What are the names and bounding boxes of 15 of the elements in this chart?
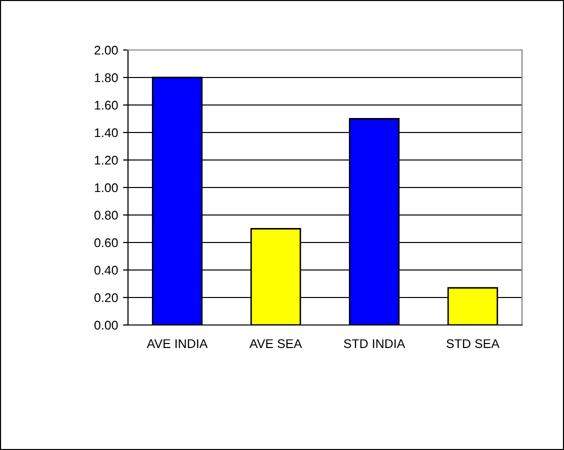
x-tick-label: AVE INDIA — [146, 339, 208, 348]
y-tick-label: 0.40 — [94, 266, 118, 275]
y-tick-label: 0.60 — [94, 238, 118, 248]
y-tick-label: 0.00 — [94, 320, 118, 330]
x-tick-label: STD INDIA — [344, 339, 406, 348]
y-tick-label: 1.60 — [94, 100, 118, 110]
y-tick-label: 1.40 — [94, 128, 118, 138]
y-tick-label: 0.20 — [94, 293, 118, 302]
y-tick-label: 1.80 — [94, 73, 118, 82]
y-tick-label: 2.00 — [94, 46, 118, 55]
y-tick-label: 0.80 — [94, 210, 118, 220]
x-tick-label: STD SEA — [446, 339, 500, 348]
y-tick-label: 1.00 — [94, 183, 118, 192]
y-tick-label: 1.20 — [94, 156, 118, 165]
x-tick-label: AVE SEA — [249, 339, 302, 348]
